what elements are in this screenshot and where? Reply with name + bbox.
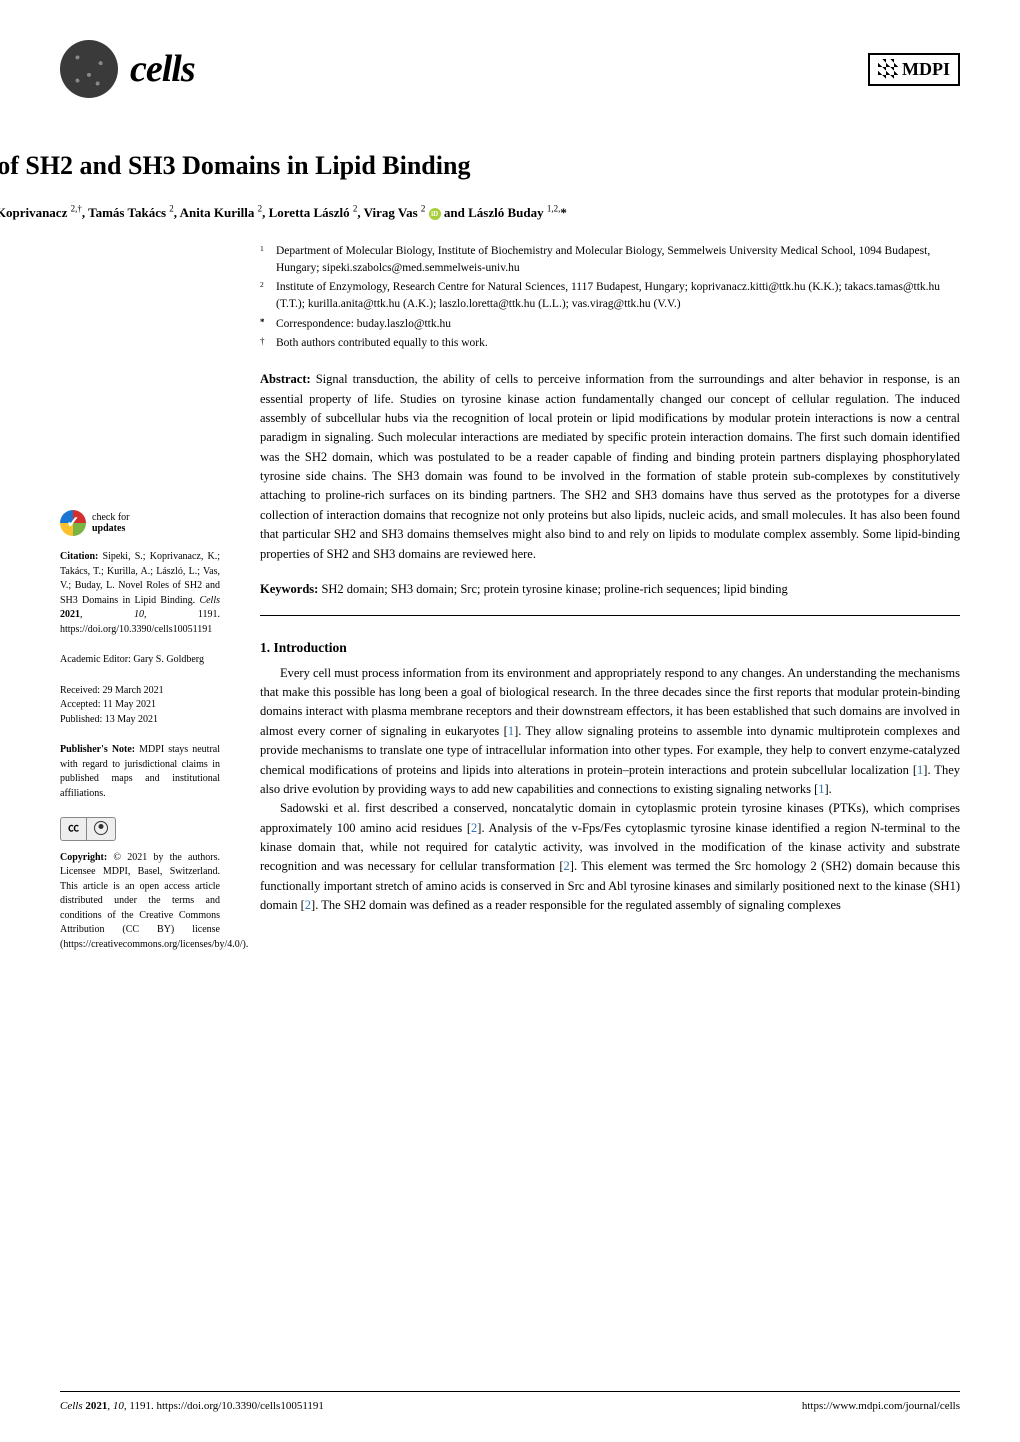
by-icon bbox=[87, 817, 116, 841]
received-date: Received: 29 March 2021 bbox=[60, 684, 220, 699]
citation-label: Citation: bbox=[60, 551, 98, 562]
accepted-date: Accepted: 11 May 2021 bbox=[60, 698, 220, 713]
dates-block: Received: 29 March 2021 Accepted: 11 May… bbox=[60, 684, 220, 728]
page-footer: Cells 2021, 10, 1191. https://doi.org/10… bbox=[60, 1391, 960, 1412]
affil-1-num: 1 bbox=[260, 244, 264, 253]
keywords-block: Keywords: SH2 domain; SH3 domain; Src; p… bbox=[260, 580, 960, 599]
journal-logo: cells bbox=[60, 40, 195, 98]
pubnote-label: Publisher's Note: bbox=[60, 744, 135, 755]
authors-line: Szabolcs Sipeki 1,†, Kitti Koprivanacz 2… bbox=[0, 203, 960, 223]
journal-name: cells bbox=[130, 47, 195, 91]
citation-block: Citation: Sipeki, S.; Koprivanacz, K.; T… bbox=[60, 550, 220, 637]
paragraph-2: Sadowski et al. first described a conser… bbox=[260, 799, 960, 915]
editor-label: Academic Editor: bbox=[60, 654, 131, 665]
keywords-label: Keywords: bbox=[260, 582, 318, 596]
copyright-label: Copyright: bbox=[60, 852, 107, 863]
body-text: Every cell must process information from… bbox=[260, 664, 960, 916]
abstract-text: Signal transduction, the ability of cell… bbox=[260, 372, 960, 560]
copyright-block: Copyright: © 2021 by the authors. Licens… bbox=[60, 851, 220, 953]
affiliations: 1 Department of Molecular Biology, Insti… bbox=[260, 243, 960, 353]
citation-text: Sipeki, S.; Koprivanacz, K.; Takács, T.;… bbox=[60, 551, 220, 635]
cells-logo-icon bbox=[60, 40, 118, 98]
editor-name: Gary S. Goldberg bbox=[131, 654, 204, 665]
authors-text: Szabolcs Sipeki 1,†, Kitti Koprivanacz 2… bbox=[0, 205, 567, 220]
publisher-logo: MDPI bbox=[868, 53, 960, 86]
section-1-heading: 1. Introduction bbox=[260, 640, 960, 656]
corr-symbol: * bbox=[260, 317, 265, 327]
check-updates-text: check forupdates bbox=[92, 512, 129, 534]
article-title: Novel Roles of SH2 and SH3 Domains in Li… bbox=[0, 149, 960, 183]
p2-d: ]. The SH2 domain was defined as a reade… bbox=[311, 898, 841, 912]
article-type: Review bbox=[0, 128, 960, 145]
copyright-text: © 2021 by the authors. Licensee MDPI, Ba… bbox=[60, 852, 248, 950]
orcid-icon[interactable] bbox=[429, 208, 441, 220]
divider bbox=[260, 615, 960, 616]
check-for-updates[interactable]: check forupdates bbox=[60, 510, 220, 536]
cc-license-badge[interactable]: ㏄ bbox=[60, 817, 220, 841]
correspondence: Correspondence: buday.laszlo@ttk.hu bbox=[276, 316, 451, 333]
abstract-label: Abstract: bbox=[260, 372, 311, 386]
publisher-note-block: Publisher's Note: MDPI stays neutral wit… bbox=[60, 743, 220, 801]
editor-block: Academic Editor: Gary S. Goldberg bbox=[60, 653, 220, 668]
published-date: Published: 13 May 2021 bbox=[60, 713, 220, 728]
footer-right[interactable]: https://www.mdpi.com/journal/cells bbox=[802, 1400, 960, 1412]
cc-icon: ㏄ bbox=[60, 817, 87, 841]
affil-2-text: Institute of Enzymology, Research Centre… bbox=[276, 279, 960, 314]
contrib-symbol: † bbox=[260, 335, 276, 352]
footer-left: Cells 2021, 10, 1191. https://doi.org/10… bbox=[60, 1400, 324, 1412]
keywords-text: SH2 domain; SH3 domain; Src; protein tyr… bbox=[318, 582, 787, 596]
check-updates-icon bbox=[60, 510, 86, 536]
paragraph-1: Every cell must process information from… bbox=[260, 664, 960, 800]
p1-d: ]. bbox=[824, 782, 831, 796]
affil-1-text: Department of Molecular Biology, Institu… bbox=[276, 243, 960, 278]
affil-2-num: 2 bbox=[260, 280, 264, 289]
abstract-block: Abstract: Signal transduction, the abili… bbox=[260, 370, 960, 564]
contribution-note: Both authors contributed equally to this… bbox=[276, 335, 488, 352]
